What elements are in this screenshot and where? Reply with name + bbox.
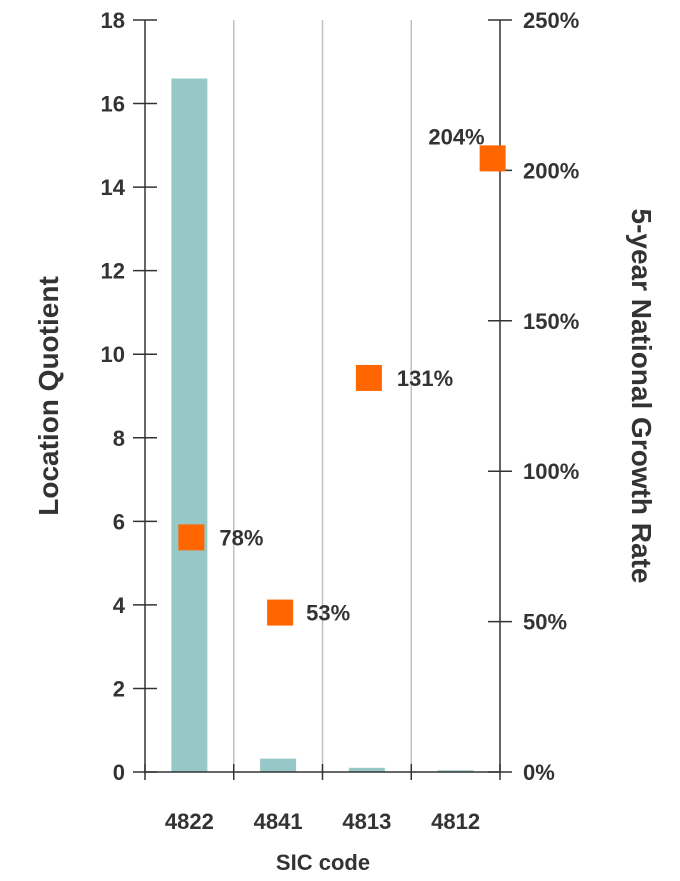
marker-4841 (267, 599, 294, 626)
marker-4822 (178, 524, 205, 551)
gridlines (233, 20, 412, 772)
left-tick-label-4: 4 (113, 593, 126, 618)
left-tick-label-6: 6 (113, 509, 125, 534)
bar-4822 (171, 78, 208, 772)
left-axis-ticks: 0 2 4 6 8 10 12 14 16 18 (101, 8, 157, 785)
x-tick-label-4841: 4841 (254, 809, 303, 834)
bar-4841 (260, 758, 297, 772)
right-tick-label-200%: 200% (523, 158, 579, 183)
right-tick-label-150%: 150% (523, 309, 579, 334)
left-tick-label-12: 12 (101, 259, 125, 284)
left-tick-label-0: 0 (113, 760, 125, 785)
left-tick-label-16: 16 (101, 92, 125, 117)
data-label-4812: 204% (428, 124, 484, 149)
right-tick-label-100%: 100% (523, 459, 579, 484)
y-axis-title: Location Quotient (33, 276, 64, 516)
bar-4813 (348, 767, 385, 772)
right-tick-label-50%: 50% (523, 610, 567, 635)
data-label-4822: 78% (219, 525, 263, 550)
data-label-4841: 53% (306, 601, 350, 626)
bar-4812 (437, 770, 474, 772)
right-axis-ticks: 0% 50% 100% 150% 200% 250% (488, 8, 579, 785)
left-tick-label-2: 2 (113, 676, 125, 701)
growth-labels: 78% 53% 131% 204% (219, 124, 484, 625)
left-tick-label-10: 10 (101, 342, 125, 367)
bar-series (171, 78, 474, 772)
y2-axis-title: 5-year National Growth Rate (626, 209, 657, 584)
data-label-4813: 131% (397, 366, 453, 391)
x-axis-ticks: 4822 4841 4813 4812 (144, 764, 501, 834)
x-axis-title: SIC code (276, 850, 370, 875)
x-tick-label-4822: 4822 (165, 809, 214, 834)
left-tick-label-8: 8 (113, 426, 125, 451)
x-tick-label-4813: 4813 (342, 809, 391, 834)
marker-4813 (355, 364, 382, 391)
right-tick-label-0%: 0% (523, 760, 555, 785)
marker-4812 (479, 145, 506, 172)
left-tick-label-14: 14 (101, 175, 126, 200)
growth-markers (178, 145, 506, 626)
left-tick-label-18: 18 (101, 8, 125, 33)
x-tick-label-4812: 4812 (431, 809, 480, 834)
right-tick-label-250%: 250% (523, 8, 579, 33)
